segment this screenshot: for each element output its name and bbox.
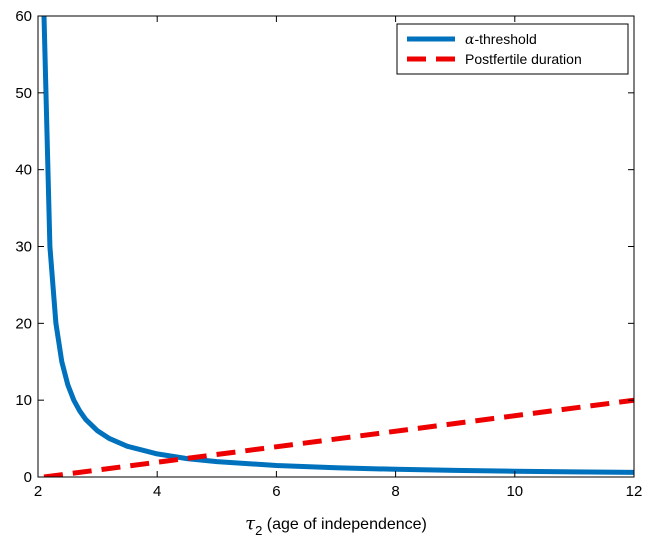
y-tick-label: 20	[15, 315, 32, 332]
x-tick-label: 8	[391, 483, 399, 500]
y-tick-label: 50	[15, 85, 32, 102]
x-tick-label: 6	[272, 483, 280, 500]
x-axis-label: τ2 (age of independence)	[245, 513, 427, 538]
y-tick-label: 10	[15, 392, 32, 409]
legend-label-1: α-threshold	[465, 31, 537, 48]
y-tick-label: 0	[24, 469, 32, 486]
series-line-2	[43, 397, 634, 477]
x-tick-label: 10	[506, 483, 523, 500]
x-tick-label: 12	[626, 483, 643, 500]
series-line-1	[41, 16, 634, 475]
legend-label-2: Postfertile duration	[465, 51, 582, 67]
legend-box	[396, 23, 629, 75]
x-tick-label: 2	[34, 483, 42, 500]
x-tick-label: 4	[153, 483, 161, 500]
plot-frame	[37, 15, 635, 478]
axis-ticks: 2 4 6 8 10 12 0 10 20 30 40 50 60	[15, 8, 642, 500]
plot-marks	[41, 16, 634, 477]
y-tick-label: 40	[15, 162, 32, 179]
y-tick-label: 60	[15, 8, 32, 25]
legend: α-threshold Postfertile duration	[396, 23, 629, 75]
y-tick-label: 30	[15, 239, 32, 256]
